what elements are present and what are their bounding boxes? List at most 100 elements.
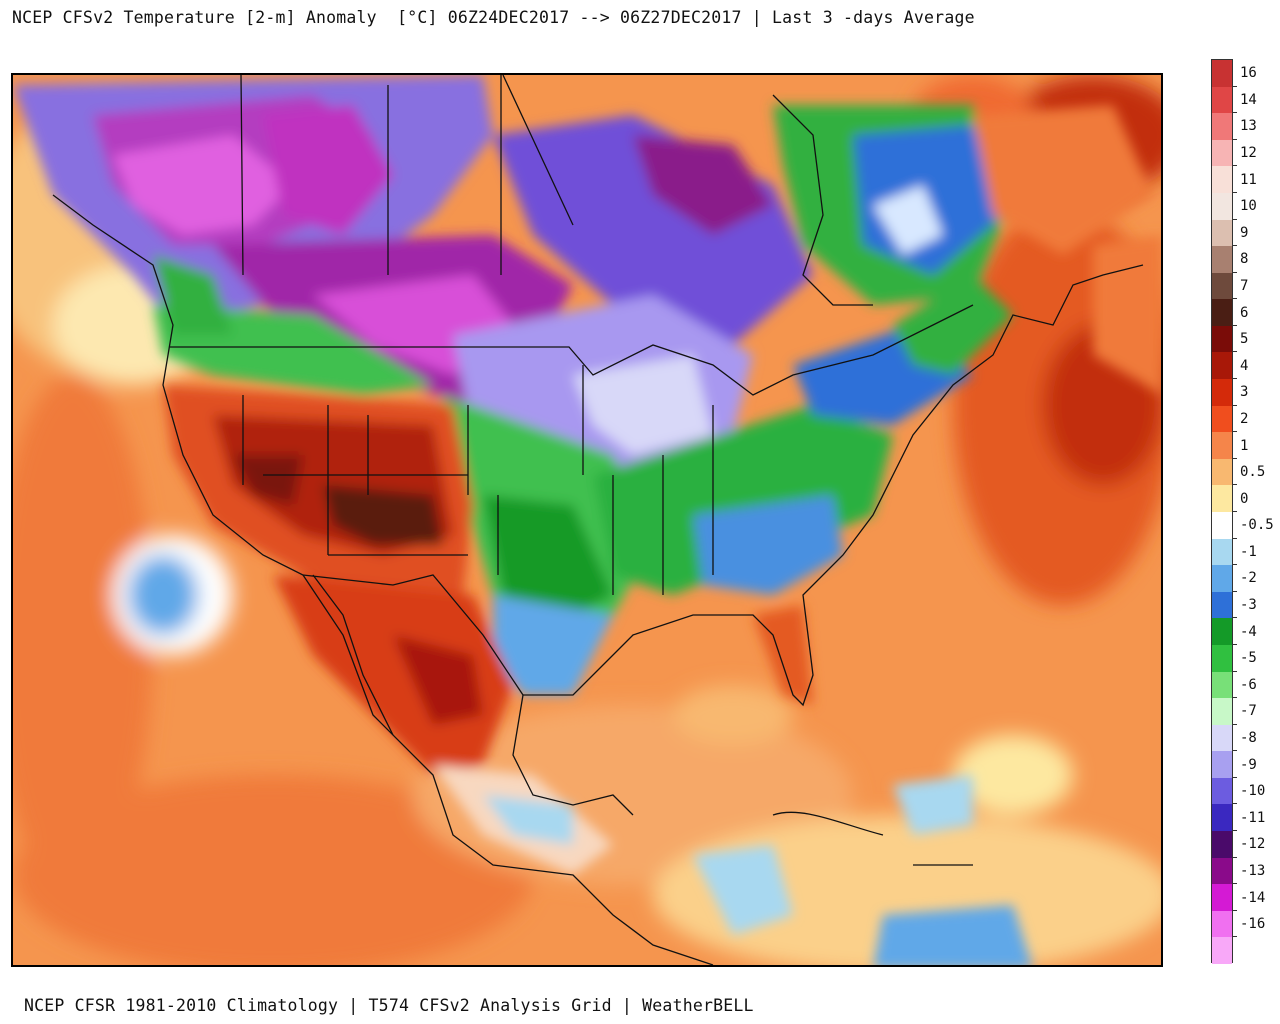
colorbar-tick bbox=[1233, 750, 1237, 752]
colorbar-tick bbox=[1233, 457, 1237, 459]
colorbar-tick bbox=[1233, 537, 1237, 539]
colorbar-tick bbox=[1233, 191, 1237, 193]
colorbar-swatch bbox=[1212, 857, 1232, 885]
colorbar-tick-label: 12 bbox=[1240, 145, 1257, 162]
colorbar-tick bbox=[1233, 617, 1237, 619]
colorbar-tick-label: -11 bbox=[1240, 809, 1266, 826]
colorbar-swatch bbox=[1212, 884, 1232, 912]
colorbar-swatch bbox=[1212, 591, 1232, 619]
colorbar-swatch bbox=[1212, 644, 1232, 673]
colorbar-tick-label: -14 bbox=[1240, 889, 1266, 906]
anomaly-map-svg bbox=[13, 75, 1161, 965]
colorbar-tick bbox=[1233, 112, 1237, 114]
colorbar-tick bbox=[1233, 85, 1237, 87]
colorbar-swatch bbox=[1212, 698, 1232, 726]
colorbar-swatch bbox=[1212, 724, 1232, 752]
us-canada-border bbox=[170, 304, 974, 396]
colorbar-tick bbox=[1233, 511, 1237, 512]
colorbar-tick-label: 16 bbox=[1240, 65, 1257, 82]
colorbar-tick-label: -7 bbox=[1240, 703, 1257, 720]
colorbar-tick-label: 7 bbox=[1240, 278, 1249, 294]
province-borders bbox=[240, 75, 574, 276]
colorbar-tick bbox=[1233, 378, 1237, 380]
colorbar-tick-label: -4 bbox=[1240, 623, 1257, 640]
colorbar-tick bbox=[1233, 245, 1237, 247]
colorbar-tick bbox=[1233, 776, 1237, 778]
colorbar-tick bbox=[1233, 883, 1237, 885]
footer-credit: NCEP CFSR 1981-2010 Climatology | T574 C… bbox=[24, 996, 754, 1015]
colorbar-tick bbox=[1233, 404, 1237, 406]
colorbar-tick bbox=[1233, 271, 1237, 273]
colorbar-tick-label: -0.5 bbox=[1240, 517, 1274, 534]
colorbar-tick-label: -5 bbox=[1240, 650, 1257, 667]
colorbar-tick-label: 13 bbox=[1240, 118, 1257, 135]
colorbar-tick bbox=[1233, 138, 1237, 140]
map-title: NCEP CFSv2 Temperature [2-m] Anomaly [°C… bbox=[12, 8, 975, 27]
state-borders bbox=[242, 365, 714, 595]
colorbar-tick-label: 10 bbox=[1240, 198, 1257, 215]
colorbar-swatch bbox=[1212, 352, 1232, 380]
colorbar-swatch bbox=[1212, 751, 1232, 779]
colorbar bbox=[1211, 59, 1233, 965]
hudson-bay-coast bbox=[772, 94, 873, 306]
colorbar-tick-label: 8 bbox=[1240, 251, 1249, 268]
colorbar-tick-label: -8 bbox=[1240, 730, 1257, 746]
colorbar-swatch bbox=[1212, 671, 1232, 699]
colorbar-tick-label: -9 bbox=[1240, 756, 1257, 773]
anomaly-field-land bbox=[13, 75, 1161, 965]
colorbar-swatch bbox=[1212, 299, 1232, 327]
colorbar-tick bbox=[1233, 723, 1237, 725]
colorbar-swatch bbox=[1212, 831, 1232, 859]
colorbar-tick-label: 2 bbox=[1240, 410, 1249, 427]
colorbar-tick-label: 4 bbox=[1240, 357, 1249, 374]
colorbar-tick bbox=[1233, 909, 1237, 911]
colorbar-swatch bbox=[1212, 166, 1232, 194]
colorbar-swatch bbox=[1212, 910, 1232, 938]
colorbar-tick-label: 9 bbox=[1240, 224, 1249, 241]
colorbar-swatch bbox=[1212, 192, 1232, 221]
colorbar-swatch bbox=[1212, 777, 1232, 805]
colorbar-tick bbox=[1233, 324, 1237, 326]
pacific-coast bbox=[52, 194, 714, 965]
cuba-coast bbox=[772, 811, 884, 836]
colorbar-tick-label: 0.5 bbox=[1240, 464, 1266, 481]
colorbar-swatch bbox=[1212, 60, 1232, 88]
colorbar-tick-label: -16 bbox=[1240, 916, 1266, 933]
colorbar-tick bbox=[1233, 298, 1237, 300]
colorbar-swatch bbox=[1212, 405, 1232, 433]
colorbar-swatch bbox=[1212, 937, 1232, 965]
colorbar-tick-label: 11 bbox=[1240, 171, 1257, 188]
colorbar-swatch bbox=[1212, 325, 1232, 353]
colorbar-tick-label: -2 bbox=[1240, 570, 1257, 587]
colorbar-swatch bbox=[1212, 86, 1232, 114]
colorbar-tick bbox=[1233, 564, 1237, 566]
colorbar-swatch bbox=[1212, 618, 1232, 646]
colorbar-tick bbox=[1233, 218, 1237, 220]
colorbar-tick bbox=[1233, 165, 1237, 167]
colorbar-swatch bbox=[1212, 565, 1232, 593]
temperature-anomaly-map bbox=[11, 73, 1163, 967]
colorbar-swatch bbox=[1212, 379, 1232, 407]
colorbar-tick bbox=[1233, 643, 1237, 645]
colorbar-swatch bbox=[1212, 432, 1232, 460]
colorbar-swatch bbox=[1212, 458, 1232, 486]
colorbar-swatch bbox=[1212, 538, 1232, 566]
colorbar-tick-label: -13 bbox=[1240, 862, 1266, 879]
colorbar-tick-label: -10 bbox=[1240, 783, 1266, 800]
colorbar-swatch bbox=[1212, 804, 1232, 832]
colorbar-tick bbox=[1233, 431, 1237, 433]
anomaly-field-ocean bbox=[13, 75, 1161, 965]
colorbar-tick-label: 5 bbox=[1240, 331, 1249, 348]
colorbar-tick bbox=[1233, 351, 1237, 353]
colorbar-tick-label: -1 bbox=[1240, 543, 1257, 560]
colorbar-swatch bbox=[1212, 219, 1232, 247]
colorbar-tick-label: -12 bbox=[1240, 836, 1266, 853]
colorbar-tick-label: -3 bbox=[1240, 597, 1257, 614]
colorbar-tick bbox=[1233, 590, 1237, 592]
colorbar-tick-label: -6 bbox=[1240, 676, 1257, 693]
colorbar-swatch bbox=[1212, 139, 1232, 167]
us-mexico-border bbox=[302, 574, 524, 696]
colorbar-swatch bbox=[1212, 272, 1232, 300]
atlantic-gulf-coast bbox=[523, 264, 1144, 707]
colorbar-tick bbox=[1233, 484, 1237, 486]
